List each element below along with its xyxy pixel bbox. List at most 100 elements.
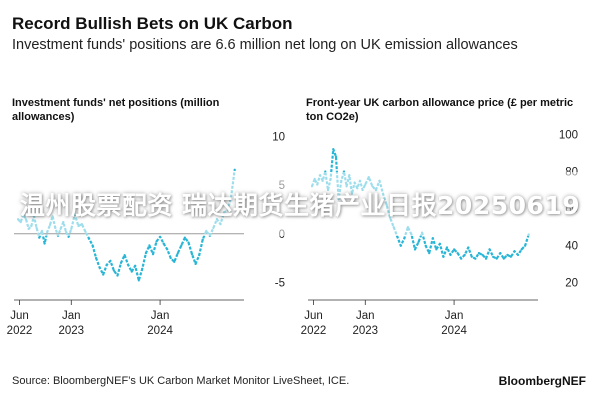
brand-logo: BloombergNEF — [498, 374, 586, 388]
right-data-point — [353, 181, 356, 184]
left-data-point — [112, 269, 115, 272]
right-data-point — [316, 183, 319, 186]
left-y-tick-label: 0 — [279, 229, 285, 241]
right-data-point — [326, 188, 330, 192]
left-x-tick-label: Jan — [151, 310, 170, 322]
right-x-tick-label: 2024 — [441, 325, 467, 337]
right-data-point — [516, 253, 520, 256]
right-data-point — [481, 253, 484, 256]
right-data-point — [499, 252, 502, 255]
right-data-point — [442, 255, 445, 258]
left-data-point — [116, 274, 119, 277]
left-data-point — [16, 218, 20, 221]
left-data-point — [119, 261, 123, 264]
left-x-tick-label: 2023 — [58, 325, 84, 337]
right-x-tick-label: Jan — [356, 310, 375, 322]
right-x-tick-label: Jan — [445, 310, 464, 322]
left-data-point — [54, 226, 57, 229]
left-data-point — [222, 211, 226, 214]
right-data-point — [435, 248, 438, 251]
left-data-point — [73, 213, 76, 216]
left-data-point — [62, 221, 65, 224]
left-data-point — [155, 240, 158, 243]
left-data-point — [35, 226, 38, 229]
left-data-point — [32, 215, 36, 218]
right-data-point — [342, 170, 346, 173]
left-x-tick-label: 2022 — [7, 325, 33, 337]
right-data-point — [378, 179, 381, 182]
right-data-point — [484, 257, 488, 260]
left-data-point — [38, 236, 41, 239]
left-x-tick-label: 2024 — [147, 325, 173, 337]
right-data-point — [337, 198, 340, 201]
right-data-point — [438, 242, 441, 245]
right-data-point — [428, 252, 431, 255]
right-data-point — [361, 188, 364, 192]
left-data-point — [102, 273, 105, 276]
right-data-point — [445, 246, 449, 249]
right-data-point — [392, 226, 395, 229]
right-data-point — [492, 255, 495, 258]
left-data-point — [166, 248, 169, 251]
left-data-point — [46, 230, 49, 233]
left-data-point — [40, 229, 44, 232]
left-y-tick-label: 5 — [279, 180, 285, 192]
left-data-point — [84, 230, 87, 233]
right-data-point — [470, 255, 473, 258]
right-data-point — [374, 188, 377, 192]
left-data-point — [123, 254, 126, 257]
right-data-point — [449, 253, 452, 256]
left-data-point — [230, 195, 233, 198]
right-y-tick-label: 100 — [559, 129, 578, 141]
left-data-point — [159, 235, 162, 238]
left-data-point — [176, 252, 179, 255]
left-data-point — [30, 224, 33, 228]
left-data-point — [51, 215, 54, 218]
left-data-point — [130, 270, 133, 273]
left-data-point — [151, 253, 155, 256]
left-data-point — [190, 253, 194, 256]
right-data-point — [424, 244, 427, 247]
left-panel: 10 5 0 -5 Jun 2022 Jan 2023 Jan 2024 — [7, 132, 285, 337]
right-data-point — [460, 257, 463, 260]
left-panel-title: Investment funds' net positions (million… — [12, 97, 220, 123]
right-data-point — [502, 257, 505, 260]
chart-title: Record Bullish Bets on UK Carbon — [12, 14, 293, 33]
left-data-point — [67, 235, 70, 238]
left-data-point — [208, 234, 211, 237]
right-data-point — [513, 250, 516, 253]
right-data-point — [463, 253, 466, 256]
right-data-point — [413, 248, 417, 251]
right-data-point — [495, 257, 498, 260]
left-data-point — [183, 236, 186, 239]
right-data-point — [356, 187, 359, 190]
left-data-point — [187, 241, 190, 244]
right-data-point — [334, 155, 338, 158]
right-data-point — [364, 183, 367, 186]
right-y-tick-label: 60 — [565, 204, 578, 216]
left-data-point — [109, 259, 112, 262]
left-data-point — [87, 237, 91, 240]
left-data-point — [219, 223, 222, 226]
right-data-point — [332, 148, 335, 151]
right-data-point — [329, 177, 332, 180]
right-data-point — [477, 252, 480, 255]
right-data-point — [406, 226, 409, 229]
right-data-point — [520, 248, 523, 251]
right-data-point — [410, 233, 413, 236]
right-data-point — [340, 179, 343, 182]
right-panel: 100 80 60 40 20 Jun 2022 Jan 2023 Jan 2024 — [301, 129, 578, 337]
right-data-point — [453, 248, 456, 251]
left-data-point — [194, 262, 197, 265]
right-data-point — [381, 192, 385, 195]
left-data-point — [80, 223, 83, 226]
right-data-point — [345, 185, 348, 188]
left-data-point — [205, 229, 208, 232]
right-data-point — [399, 244, 402, 247]
left-data-point — [212, 226, 215, 229]
right-y-tick-label: 20 — [565, 278, 578, 290]
left-data-point — [77, 224, 80, 228]
left-data-point — [201, 238, 204, 241]
right-data-point — [403, 237, 406, 240]
